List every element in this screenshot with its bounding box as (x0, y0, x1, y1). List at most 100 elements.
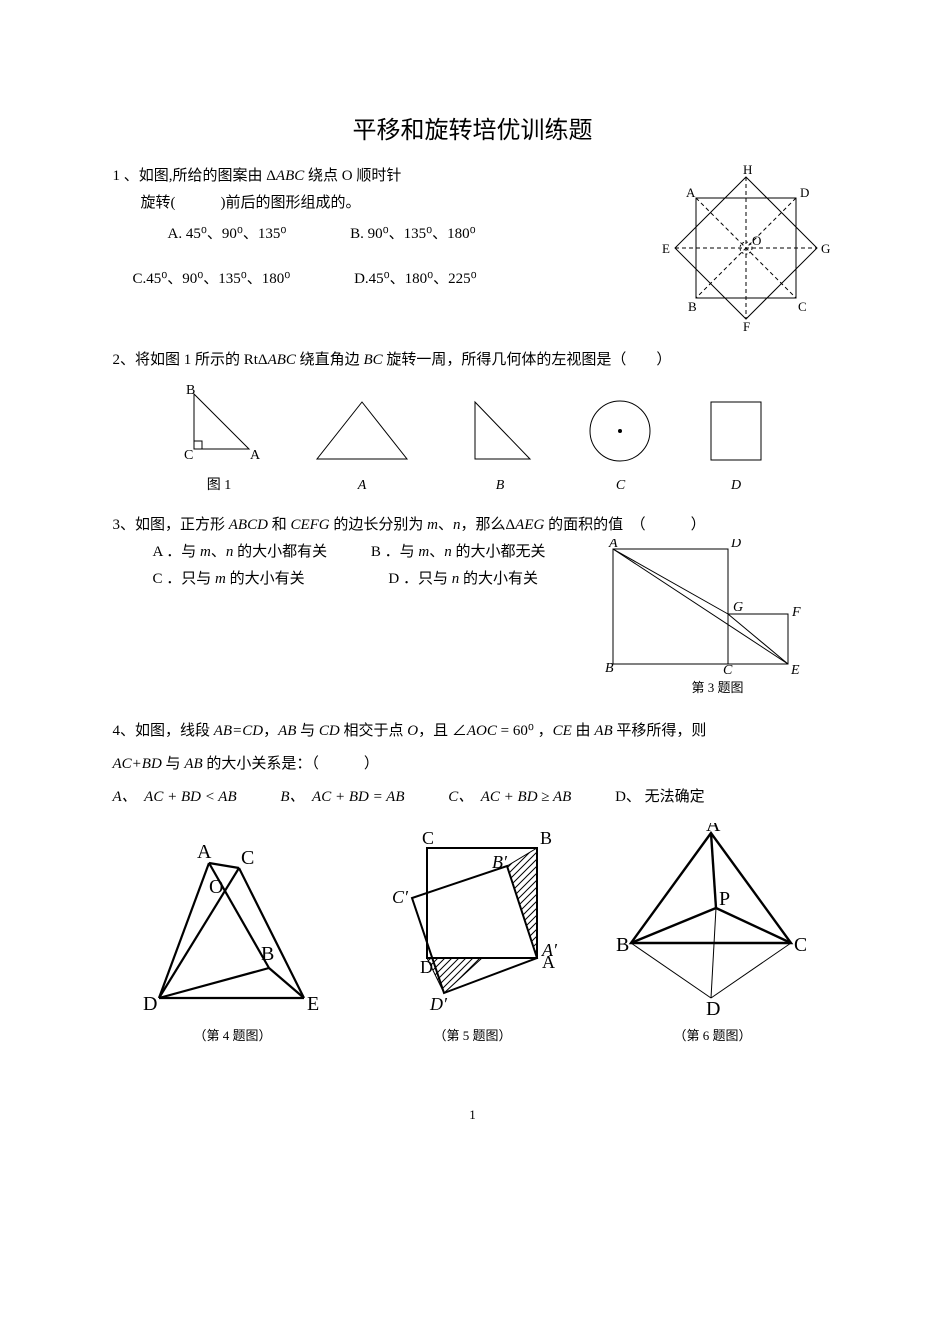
q1-stem-1b: 绕点 O 顺时针 (304, 168, 401, 184)
f5-C1: C′ (392, 887, 409, 907)
q3-lbl-E: E (790, 663, 800, 674)
q3-optA: A ．与 m、n 的大小都有关 (153, 539, 328, 566)
q3-lbl-B: B (605, 661, 614, 674)
q2-label-c: C (583, 473, 658, 498)
q2-stem-b: 绕直角边 (296, 352, 364, 368)
q2-opt-fig-d: D (701, 394, 771, 498)
q4-se: ，且 ∠ (418, 723, 467, 739)
f6-A: A (706, 823, 721, 836)
lbl-F: F (743, 319, 750, 333)
q4-figure-4: A C O B D E (139, 828, 339, 1018)
q3-lbl-C: C (723, 663, 733, 674)
lbl-A: A (686, 185, 696, 200)
q3-cefg: CEFG (290, 517, 329, 533)
q2-label-a: A (307, 473, 417, 498)
q4-l2b: 与 (162, 756, 185, 772)
q1-figure: H A D E G B C F O (658, 163, 833, 333)
q4-sg: 由 (572, 723, 595, 739)
caption-fig5: （第 5 题图） (433, 1024, 511, 1047)
f5-A1: A′ (541, 940, 558, 960)
q3-optD: D ．只与 n 的大小有关 (388, 566, 538, 593)
q4-ab2: AB (594, 723, 612, 739)
q4-sh: 平移所得，则 (613, 723, 707, 739)
q1-opt-d: D.45⁰、180⁰、225⁰ (354, 266, 477, 293)
f5-B1: B′ (492, 852, 508, 872)
q4-sf: = 60⁰ ， (497, 723, 553, 739)
page-title: 平移和旋转培优训练题 (113, 110, 833, 145)
q3-sd: 、 (438, 517, 453, 533)
q2-label-b: B (460, 473, 540, 498)
q4-abcd: AB=CD (214, 723, 263, 739)
q1-opt-c: C.45⁰、90⁰、135⁰、180⁰ (133, 266, 291, 293)
q3-lbl-G: G (733, 600, 743, 615)
question-2: 2、将如图 1 所示的 RtΔABC 绕直角边 BC 旋转一周，所得几何体的左视… (113, 347, 833, 498)
f5-C: C (422, 828, 434, 848)
q2-opt-fig-b: B (460, 394, 540, 498)
lbl-B: B (688, 299, 697, 314)
q4-optB: B、 AC + BD = AB (280, 784, 404, 811)
q4-figure-6: A B C P D (616, 823, 806, 1018)
q3-optC: C ．只与 m 的大小有关 (153, 566, 305, 593)
q3-caption: 第 3 题图 (603, 676, 833, 699)
f4-D: D (143, 993, 157, 1015)
q2-stem-c: 旋转一周，所得几何体的左视图是（ ） (383, 352, 672, 368)
q2-fig1-caption: 图 1 (174, 473, 264, 498)
q1-stem-1a: 1 、如图,所给的图案由 Δ (113, 168, 276, 184)
caption-fig4: （第 4 题图） (193, 1024, 271, 1047)
f6-C: C (794, 934, 806, 956)
f5-D: D (420, 957, 433, 977)
page-number: 1 (113, 1107, 833, 1123)
q1-abc: ABC (276, 168, 304, 184)
q4-aoc: AOC (467, 723, 497, 739)
q4-cd: CD (319, 723, 340, 739)
lbl-G: G (821, 241, 830, 256)
q3-figure: A D B C E F G 第 3 题图 (603, 539, 833, 699)
q3-lbl-F: F (791, 605, 801, 620)
f5-B: B (540, 828, 552, 848)
question-3: 3、如图，正方形 ABCD 和 CEFG 的边长分别为 m、n，那么ΔAEG 的… (113, 512, 833, 699)
q4-optD: D、 无法确定 (615, 784, 705, 811)
q4-sa: 4、如图，线段 (113, 723, 214, 739)
q2-opt-fig-a: A (307, 394, 417, 498)
svg-text:B: B (186, 384, 195, 398)
q4-ab: AB (278, 723, 296, 739)
q4-ce: CE (553, 723, 572, 739)
f4-A: A (197, 841, 212, 863)
q4-sb: ， (263, 723, 278, 739)
q3-lbl-A: A (608, 539, 618, 551)
q4-l2ab: AB (184, 756, 202, 772)
q3-sa: 3、如图，正方形 (113, 517, 229, 533)
q3-sb: 和 (268, 517, 291, 533)
lbl-H: H (743, 163, 752, 177)
f6-B: B (616, 934, 629, 956)
lbl-D: D (800, 185, 809, 200)
caption-fig6: （第 6 题图） (673, 1024, 751, 1047)
q4-figure-5: C B D A B′ C′ D′ A′ (372, 828, 582, 1018)
f5-D1: D′ (429, 994, 448, 1014)
q3-aeg: AEG (515, 517, 544, 533)
q4-optA: A、 AC + BD < AB (113, 784, 237, 811)
q3-m: m (427, 517, 438, 533)
q1-stem-2: 旋转( )前后的图形组成的。 (141, 190, 658, 217)
f4-C: C (241, 847, 254, 869)
q3-sf: 的面积的值 （ ） (544, 517, 705, 533)
lbl-C: C (798, 299, 807, 314)
f4-B: B (261, 943, 274, 965)
q4-sd: 相交于点 (340, 723, 408, 739)
lbl-O: O (752, 233, 761, 248)
q4-o: O (407, 723, 418, 739)
q2-bc: BC (363, 352, 382, 368)
q2-label-d: D (701, 473, 771, 498)
q3-n: n (453, 517, 461, 533)
q3-sc: 的边长分别为 (330, 517, 428, 533)
q1-opt-a: A. 45⁰、90⁰、135⁰ (168, 221, 287, 248)
question-1: 1 、如图,所给的图案由 ΔABC 绕点 O 顺时针 旋转( )前后的图形组成的… (113, 163, 833, 333)
svg-text:A: A (250, 448, 261, 463)
q2-fig1: B C A 图 1 (174, 384, 264, 498)
q4-sc: 与 (296, 723, 319, 739)
f6-D: D (706, 998, 720, 1018)
q4-l2c: 的大小关系是：（ ） (203, 756, 379, 772)
q3-se: ，那么Δ (461, 517, 516, 533)
q2-abc: ABC (268, 352, 296, 368)
q3-abcd: ABCD (229, 517, 268, 533)
